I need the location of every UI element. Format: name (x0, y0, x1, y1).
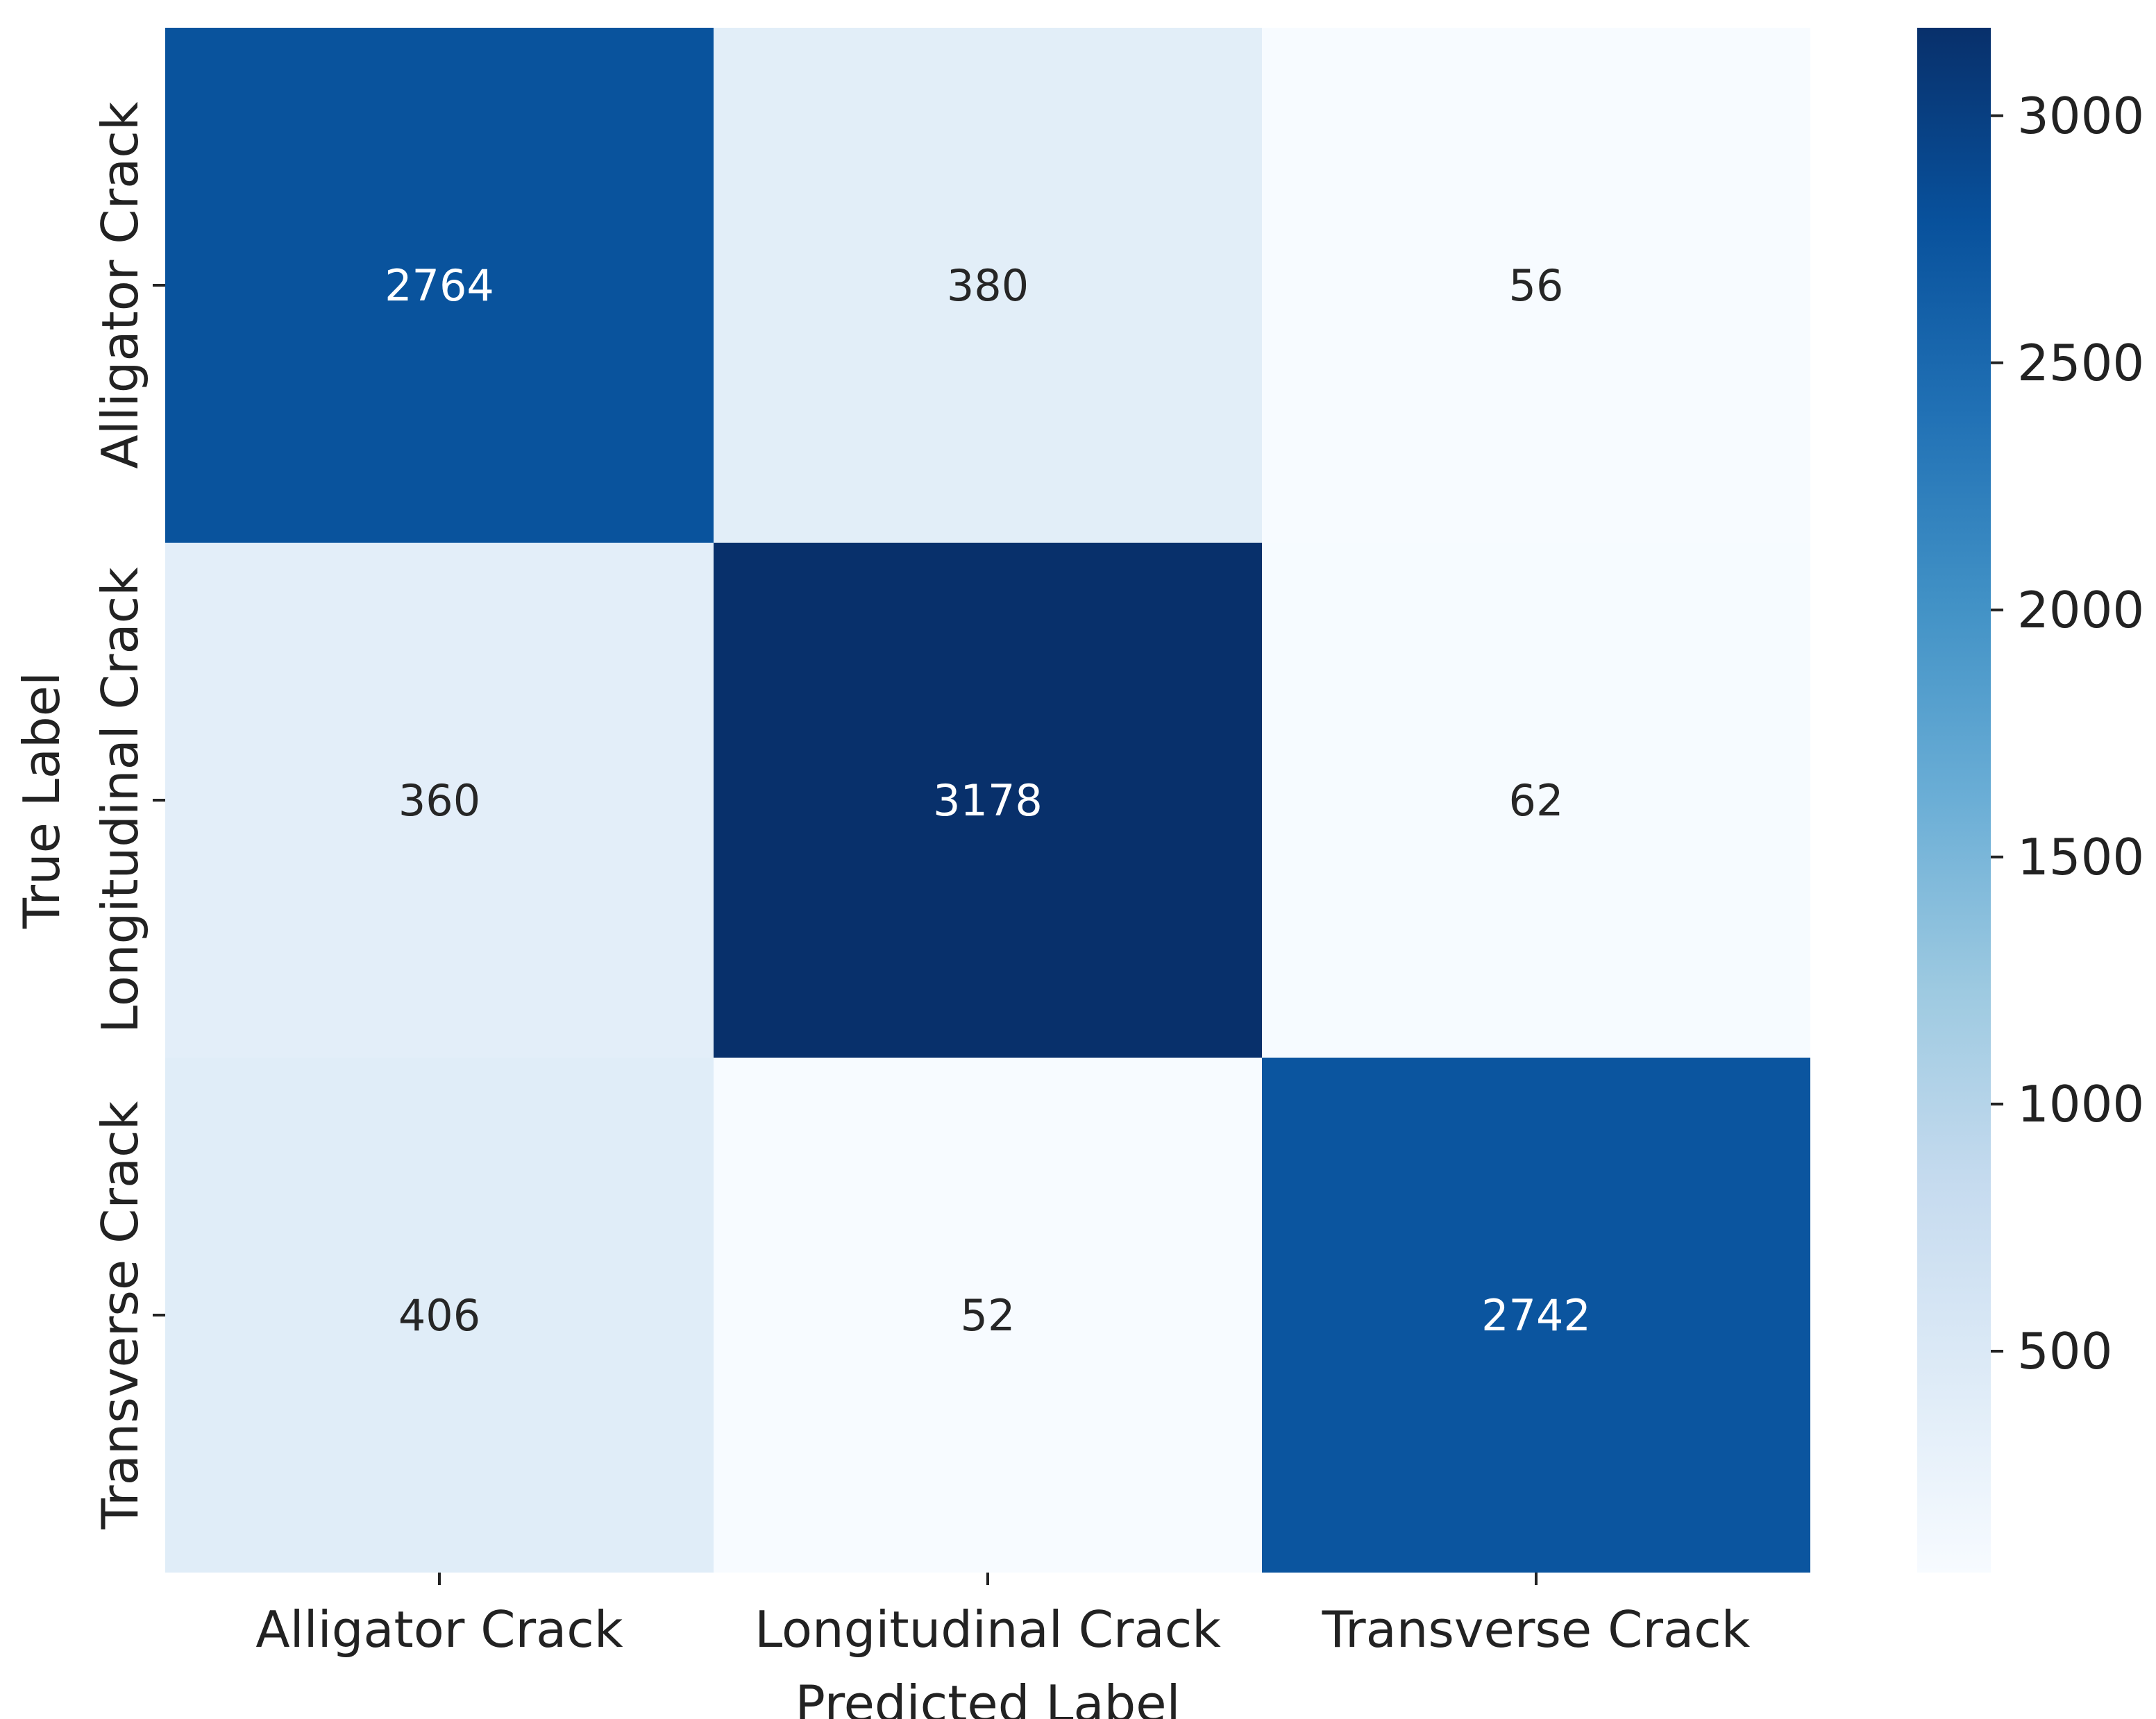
heatmap-cell (1262, 543, 1810, 1058)
x-tick-label: Transverse Crack (1322, 1600, 1751, 1659)
cell-value-label: 360 (398, 775, 480, 826)
y-tick-label: Longitudinal Crack (91, 567, 149, 1033)
x-tick-label: Alligator Crack (255, 1600, 623, 1659)
colorbar-gradient (1917, 28, 1991, 1573)
cell-value-label: 406 (398, 1290, 480, 1341)
heatmap-cell (165, 1058, 714, 1573)
heatmap-cell (714, 1058, 1262, 1573)
heatmap-cell (1262, 28, 1810, 543)
colorbar-tick-label: 2500 (2017, 334, 2144, 392)
heatmap-cell (714, 543, 1262, 1058)
heatmap-cell (714, 28, 1262, 543)
colorbar-tick-label: 1000 (2017, 1075, 2144, 1133)
x-axis-ticks: Alligator Crack Longitudinal Crack Transve… (255, 1573, 1751, 1659)
heatmap-cell (165, 28, 714, 543)
y-tick-label: Transverse Crack (91, 1101, 149, 1530)
cell-value-label: 2742 (1481, 1290, 1591, 1341)
cell-value-label: 56 (1509, 260, 1564, 311)
colorbar-tick-label: 500 (2017, 1322, 2112, 1380)
y-axis-ticks: Alligator Crack Longitudinal Crack Transve… (91, 101, 165, 1530)
x-tick-label: Longitudinal Crack (755, 1600, 1221, 1659)
cell-value-label: 3178 (933, 775, 1043, 826)
heatmap-cell-labels: 2764 380 56 360 3178 62 406 52 2742 (385, 260, 1591, 1341)
colorbar: 500 1000 1500 2000 2500 3000 (1917, 28, 2144, 1573)
colorbar-tick-label: 2000 (2017, 581, 2144, 639)
y-axis-title: True Label (12, 672, 71, 929)
cell-value-label: 52 (961, 1290, 1016, 1341)
colorbar-tick-label: 3000 (2017, 87, 2144, 145)
x-axis-title: Predicted Label (795, 1675, 1180, 1719)
heatmap-cell (165, 543, 714, 1058)
cell-value-label: 2764 (385, 260, 494, 311)
cell-value-label: 380 (947, 260, 1029, 311)
heatmap-cells (165, 28, 1810, 1573)
colorbar-ticks: 500 1000 1500 2000 2500 3000 (1991, 87, 2144, 1380)
cell-value-label: 62 (1509, 775, 1564, 826)
y-tick-label: Alligator Crack (91, 101, 149, 468)
heatmap-cell (1262, 1058, 1810, 1573)
colorbar-tick-label: 1500 (2017, 828, 2144, 886)
